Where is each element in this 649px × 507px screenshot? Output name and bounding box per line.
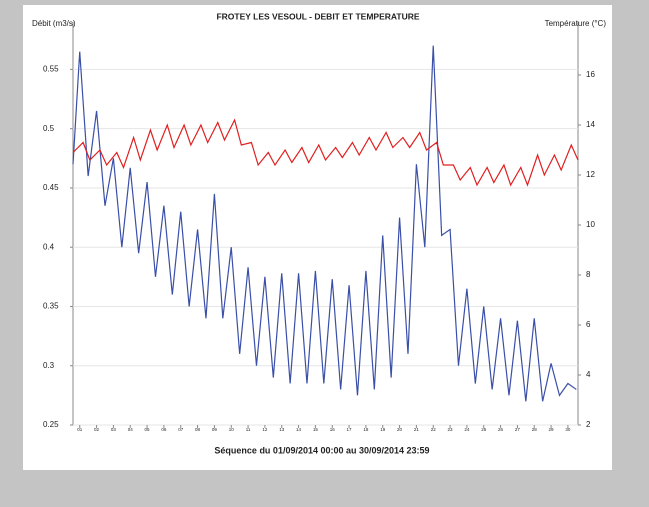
y2-tick-label: 4 — [586, 370, 591, 379]
x-tick-label: 15 — [313, 427, 319, 432]
series-line — [72, 45, 577, 402]
y-tick-label: 0.4 — [43, 242, 55, 251]
y-tick-label: 0.5 — [43, 124, 55, 133]
y2-tick-label: 6 — [586, 320, 591, 329]
x-tick-label: 29 — [549, 427, 555, 432]
x-tick-label: 10 — [229, 427, 235, 432]
footer: Séquence du 01/09/2014 00:00 au 30/09/20… — [214, 445, 429, 455]
y-tick-label: 0.25 — [43, 420, 59, 429]
x-tick-label: 07 — [178, 427, 184, 432]
x-tick-label: 17 — [347, 427, 353, 432]
y-tick-label: 0.55 — [43, 65, 59, 74]
chart-title: FROTEY LES VESOUL - DEBIT ET TEMPERATURE — [216, 11, 419, 21]
y2-axis-label: Température (°C) — [545, 19, 607, 28]
y-tick-label: 0.45 — [43, 183, 59, 192]
x-tick-label: 06 — [161, 427, 167, 432]
x-tick-label: 05 — [145, 427, 151, 432]
panel — [23, 5, 612, 470]
x-tick-label: 23 — [448, 427, 454, 432]
x-tick-label: 19 — [380, 427, 386, 432]
x-tick-label: 12 — [262, 427, 268, 432]
x-tick-label: 27 — [515, 427, 521, 432]
x-tick-label: 22 — [431, 427, 437, 432]
x-tick-label: 01 — [77, 427, 83, 432]
x-tick-label: 03 — [111, 427, 117, 432]
series-line — [72, 118, 579, 187]
x-tick-label: 28 — [532, 427, 538, 432]
x-tick-label: 08 — [195, 427, 201, 432]
x-tick-label: 09 — [212, 427, 218, 432]
x-tick-label: 13 — [279, 427, 285, 432]
x-tick-label: 25 — [481, 427, 487, 432]
x-tick-label: 30 — [565, 427, 571, 432]
y-tick-label: 0.35 — [43, 302, 59, 311]
x-tick-label: 26 — [498, 427, 504, 432]
x-tick-label: 11 — [246, 427, 251, 432]
x-tick-label: 02 — [94, 427, 100, 432]
x-tick-label: 14 — [296, 427, 302, 432]
y2-tick-label: 10 — [586, 220, 595, 229]
x-tick-label: 16 — [330, 427, 336, 432]
y-axis-label: Débit (m3/s) — [32, 19, 76, 28]
x-tick-label: 04 — [128, 427, 134, 432]
y2-tick-label: 14 — [586, 120, 595, 129]
x-tick-label: 24 — [464, 427, 470, 432]
x-tick-label: 20 — [397, 427, 403, 432]
y2-tick-label: 16 — [586, 70, 595, 79]
y-tick-label: 0.3 — [43, 361, 55, 370]
y2-tick-label: 8 — [586, 270, 591, 279]
x-tick-label: 18 — [363, 427, 369, 432]
x-tick-label: 21 — [414, 427, 420, 432]
y2-tick-label: 12 — [586, 170, 595, 179]
y2-tick-label: 2 — [586, 420, 591, 429]
